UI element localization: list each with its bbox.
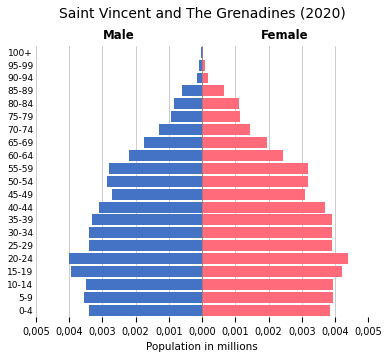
- Bar: [202, 240, 332, 251]
- X-axis label: Population in millions: Population in millions: [146, 342, 258, 352]
- Bar: [200, 60, 202, 71]
- Bar: [197, 73, 202, 84]
- Bar: [202, 85, 224, 96]
- Bar: [202, 73, 208, 84]
- Bar: [86, 279, 202, 290]
- Bar: [202, 47, 203, 58]
- Bar: [202, 227, 332, 238]
- Bar: [202, 202, 325, 213]
- Bar: [202, 124, 250, 135]
- Bar: [202, 60, 205, 71]
- Bar: [202, 214, 332, 225]
- Bar: [202, 305, 330, 316]
- Bar: [71, 266, 202, 277]
- Text: Female: Female: [261, 29, 309, 42]
- Text: Male: Male: [103, 29, 135, 42]
- Bar: [202, 266, 342, 277]
- Bar: [89, 305, 202, 316]
- Bar: [84, 292, 202, 303]
- Bar: [112, 189, 202, 200]
- Bar: [182, 85, 202, 96]
- Title: Saint Vincent and The Grenadines (2020): Saint Vincent and The Grenadines (2020): [59, 7, 345, 21]
- Bar: [89, 240, 202, 251]
- Bar: [202, 137, 267, 148]
- Bar: [159, 124, 202, 135]
- Bar: [109, 163, 202, 174]
- Bar: [202, 189, 305, 200]
- Bar: [89, 227, 202, 238]
- Bar: [129, 150, 202, 161]
- Bar: [69, 253, 202, 264]
- Bar: [170, 111, 202, 122]
- Bar: [202, 98, 238, 109]
- Bar: [99, 202, 202, 213]
- Bar: [202, 111, 240, 122]
- Bar: [144, 137, 202, 148]
- Bar: [202, 253, 348, 264]
- Bar: [93, 214, 202, 225]
- Bar: [107, 176, 202, 187]
- Bar: [202, 176, 308, 187]
- Bar: [202, 279, 333, 290]
- Bar: [202, 150, 284, 161]
- Bar: [174, 98, 202, 109]
- Bar: [202, 163, 308, 174]
- Bar: [202, 292, 333, 303]
